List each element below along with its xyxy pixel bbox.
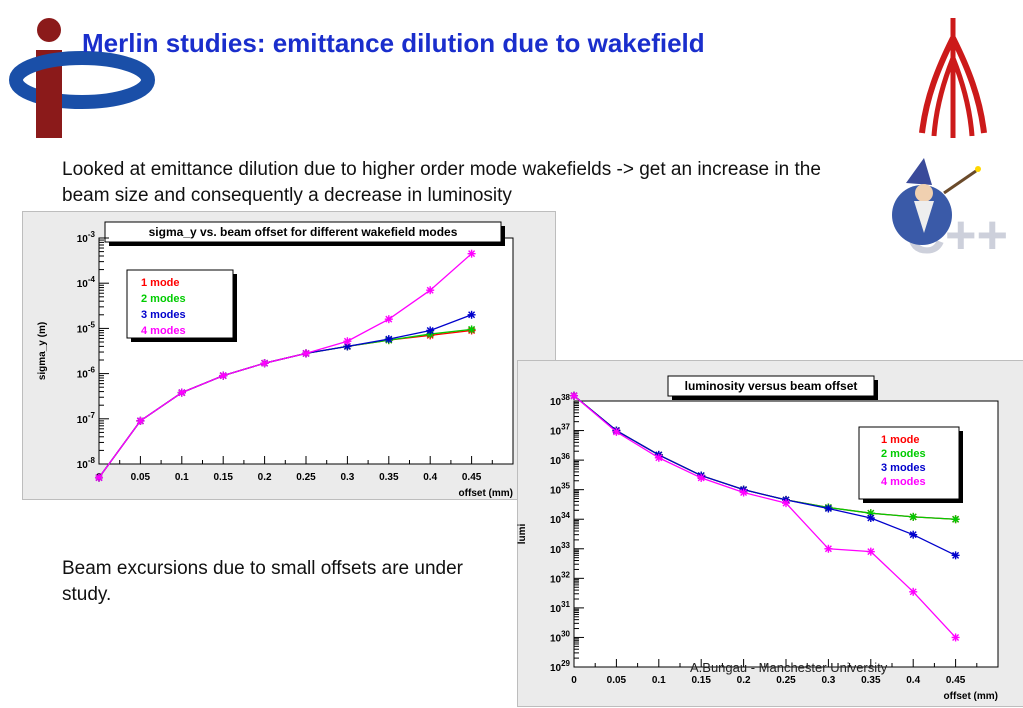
chart2-x-axis-label: offset (mm)	[944, 691, 998, 702]
chart2-data-point	[951, 515, 960, 524]
chart2-data-point	[909, 512, 918, 521]
chart2-y-tick-label: 1033	[550, 541, 571, 556]
chart2-series-line	[573, 395, 957, 638]
chart2-legend	[858, 426, 960, 500]
emblem-icon	[919, 18, 987, 138]
chart1-data-point	[467, 310, 476, 319]
chart1-y-axis-label: sigma_y (m)	[37, 322, 48, 380]
chart2-y-tick-label: 1038	[550, 393, 571, 408]
sigma-chart: sigma_y vs. beam offset for different wa…	[37, 221, 514, 499]
chart1-legend-entry: 3 modes	[141, 309, 186, 321]
footer-credit: A.Bungau - Manchester University	[690, 660, 888, 675]
chart2-y-tick-label: 1036	[550, 452, 571, 467]
chart1-data-point	[426, 326, 435, 335]
chart1-y-tick-label: 10-4	[77, 275, 96, 290]
chart2-series-line	[573, 395, 956, 556]
chart2-data-point	[697, 473, 706, 482]
chart1-data-point	[95, 473, 103, 482]
chart2-legend-entry: 1 mode	[881, 434, 920, 446]
slide-title: Merlin studies: emittance dilution due t…	[82, 28, 705, 58]
sigma-chart-panel: sigma_y vs. beam offset for different wa…	[22, 211, 556, 500]
chart2-data-point	[782, 499, 790, 508]
chart2-x-tick-label: 0.25	[776, 675, 796, 686]
chart2-y-tick-label: 1029	[550, 659, 571, 674]
chart1-x-tick-label: 0.05	[131, 472, 151, 483]
institute-logo-icon	[9, 18, 155, 138]
chart2-data-point	[866, 513, 875, 522]
chart1-y-tick-label: 10-7	[77, 411, 96, 426]
chart1-title: sigma_y vs. beam offset for different wa…	[149, 225, 458, 239]
chart2-legend-entry: 2 modes	[881, 448, 926, 460]
chart1-y-tick-label: 10-8	[77, 456, 96, 471]
intro-paragraph: Looked at emittance dilution due to high…	[62, 159, 821, 206]
chart2-title: luminosity versus beam offset	[685, 379, 858, 393]
luminosity-chart-panel: luminosity versus beam offset 0 0.05 0.1 0.1…	[517, 360, 1023, 707]
chart1-x-tick-label: 0.1	[175, 472, 189, 483]
chart1-data-point	[384, 335, 393, 344]
chart1-x-tick-label: 0.15	[213, 472, 233, 483]
chart2-x-tick-label: 0.2	[737, 675, 751, 686]
wizard-cpp-icon: C++	[866, 153, 1008, 265]
chart1-data-point	[136, 416, 145, 425]
chart1-data-point	[384, 315, 393, 324]
chart2-x-tick-label: 0.05	[607, 675, 627, 686]
chart1-data-point	[302, 349, 310, 358]
chart2-legend-entry: 4 modes	[881, 476, 926, 488]
chart1-legend-entry: 1 mode	[141, 277, 180, 289]
chart2-data-point	[909, 587, 918, 596]
chart1-x-tick-label: 0.2	[258, 472, 272, 483]
chart2-data-point	[866, 547, 875, 556]
chart1-data-point	[426, 286, 435, 295]
chart2-x-tick-label: 0.45	[946, 675, 966, 686]
chart1-data-point	[467, 249, 476, 258]
chart2-y-tick-label: 1031	[550, 600, 571, 615]
chart2-data-point	[824, 504, 833, 513]
chart2-data-point	[951, 551, 960, 560]
chart2-y-axis-label: lumi	[517, 524, 528, 545]
chart1-data-point	[343, 337, 352, 346]
chart1-x-tick-label: 0.35	[379, 472, 399, 483]
chart2-x-tick-label: 0	[571, 675, 577, 686]
chart2-data-point	[909, 530, 918, 539]
luminosity-chart: luminosity versus beam offset 0 0.05 0.1 0.1…	[517, 375, 999, 702]
chart2-data-point	[951, 633, 960, 642]
chart2-y-tick-label: 1034	[550, 511, 571, 526]
chart1-data-point	[260, 359, 269, 368]
chart2-x-tick-label: 0.1	[652, 675, 666, 686]
chart1-x-tick-label: 0.4	[423, 472, 437, 483]
chart2-data-point	[654, 453, 663, 462]
chart2-data-point	[739, 488, 748, 497]
chart2-y-tick-label: 1030	[550, 629, 571, 644]
chart2-x-tick-label: 0.15	[691, 675, 711, 686]
chart2-data-point	[612, 427, 621, 436]
chart2-data-point	[570, 391, 578, 400]
chart2-y-tick-label: 1037	[550, 423, 571, 438]
chart1-legend	[126, 269, 234, 339]
chart1-y-tick-label: 10-5	[77, 320, 96, 335]
chart1-y-tick-label: 10-3	[77, 230, 96, 245]
chart1-legend-entry: 2 modes	[141, 293, 186, 305]
chart1-data-point	[467, 325, 476, 334]
chart2-legend-entry: 3 modes	[881, 462, 926, 474]
chart2-data-point	[824, 544, 833, 553]
chart1-x-tick-label: 0.25	[296, 472, 316, 483]
chart1-x-axis-label: offset (mm)	[459, 488, 513, 499]
chart1-x-tick-label: 0.3	[340, 472, 354, 483]
chart1-data-point	[219, 371, 228, 380]
chart1-data-point	[177, 388, 186, 397]
chart2-y-tick-label: 1032	[550, 570, 571, 585]
chart2-x-tick-label: 0.3	[821, 675, 835, 686]
chart2-x-tick-label: 0.35	[861, 675, 881, 686]
chart1-x-tick-label: 0.45	[462, 472, 482, 483]
chart2-x-tick-label: 0.4	[906, 675, 920, 686]
study-note-paragraph: Beam excursions due to small offsets are…	[62, 558, 463, 605]
chart1-y-tick-label: 10-6	[77, 366, 96, 381]
chart1-legend-entry: 4 modes	[141, 325, 186, 337]
chart1-series-line	[98, 253, 473, 478]
chart2-y-tick-label: 1035	[550, 482, 571, 497]
